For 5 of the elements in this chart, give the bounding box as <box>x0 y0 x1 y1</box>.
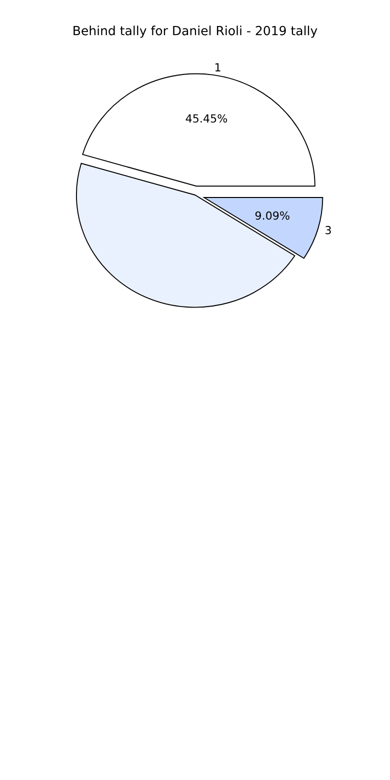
data-label: 45.45% <box>186 114 228 123</box>
slice-label: 3 <box>326 226 331 234</box>
data-label: 9.09% <box>255 211 290 220</box>
slice-label: 1 <box>215 63 220 72</box>
chart-title: Behind tally for Daniel Rioli - 2019 tally <box>74 26 318 38</box>
